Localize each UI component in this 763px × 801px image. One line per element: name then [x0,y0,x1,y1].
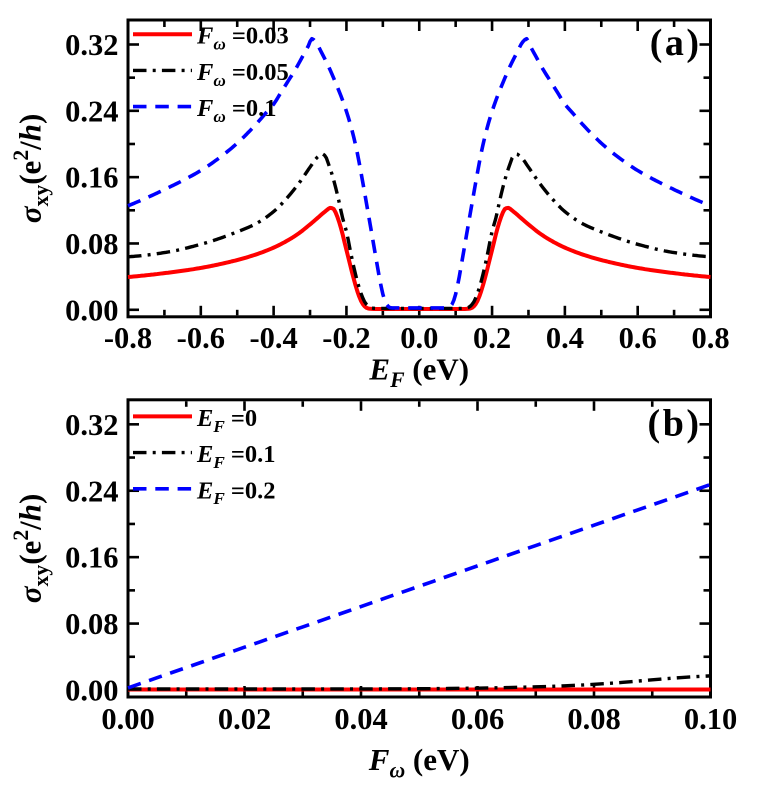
x-tick-label: -0.4 [249,321,297,355]
x-tick-label: 0.4 [546,321,584,355]
legend-label-EF=0.2: EF =0.2 [196,477,276,508]
x-axis-title-a: EF (eV) [368,352,469,392]
series-EF=0.2 [127,482,712,690]
legend-label-EF=0.1: EF =0.1 [196,441,276,472]
x-tick-label: -0.2 [322,321,370,355]
x-tick-label: -0.8 [104,321,152,355]
panel-tag-b: (b) [648,403,702,445]
y-axis-title-b: σxy(e2/h) [9,494,53,604]
y-tick-label: 0.32 [65,408,118,442]
x-tick-label: -0.6 [177,321,225,355]
y-tick-label: 0.00 [65,674,118,708]
legend-label-Fw=0.05: Fω =0.05 [196,59,289,90]
x-tick-label: 0.2 [473,321,511,355]
y-tick-label: 0.08 [65,607,118,641]
y-tick-label: 0.24 [65,94,118,128]
panel-a-frame [126,18,712,319]
x-tick-label: 0.02 [218,702,271,736]
y-axis-title-a: σxy(e2/h) [9,114,53,224]
x-tick-label: 0.04 [334,702,387,736]
x-axis-title-b: Fω (eV) [368,742,470,782]
legend-label-Fw=0.1: Fω =0.1 [196,95,276,126]
legend-label-EF=0: EF =0 [196,405,257,436]
x-tick-label: 0.10 [684,702,737,736]
panel-b-frame [126,398,712,699]
y-tick-label: 0.16 [65,161,118,195]
legend-label-Fw=0.03: Fω =0.03 [196,23,289,54]
x-tick-label: 0.6 [619,321,657,355]
y-tick-label: 0.00 [65,293,118,327]
series-Fw=0.05 [127,152,711,311]
series-Fw=0.03 [127,205,711,311]
series-Fw=0.1 [127,36,712,310]
x-tick-label: 0.06 [451,702,504,736]
x-tick-label: 0.8 [691,321,729,355]
x-tick-label: 0.0 [400,321,438,355]
x-tick-label: 0.08 [567,702,620,736]
x-tick-label: 0.00 [101,702,154,736]
y-tick-label: 0.32 [65,28,118,62]
series-EF=0.1 [128,674,711,691]
panel-tag-a: (a) [650,22,702,64]
y-tick-label: 0.24 [65,474,118,508]
y-tick-label: 0.16 [65,541,118,575]
y-tick-label: 0.08 [65,227,118,261]
